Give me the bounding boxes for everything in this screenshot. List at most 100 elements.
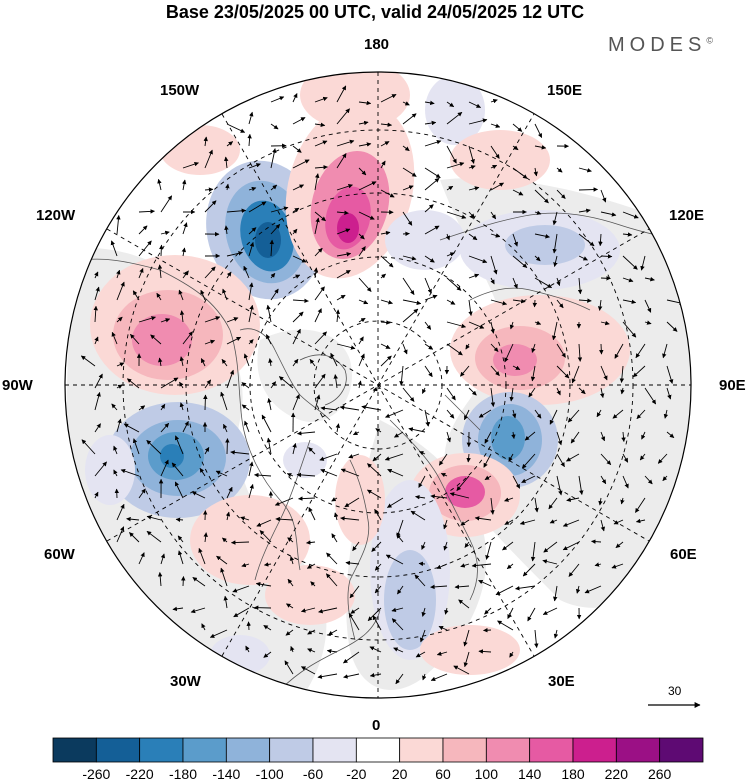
wind-vector <box>138 316 156 323</box>
lon-label-60w: 60W <box>44 546 75 563</box>
wind-vector <box>620 497 625 505</box>
wind-vector <box>358 211 375 220</box>
wind-vector <box>418 451 426 456</box>
wind-vector <box>533 167 538 177</box>
wind-vector <box>284 660 294 675</box>
wind-vector <box>644 387 657 405</box>
wind-vector <box>552 233 558 254</box>
colorbar-tick-label: -60 <box>302 766 324 782</box>
wind-vector <box>534 629 539 649</box>
wind-vector <box>204 447 210 455</box>
wind-vector <box>132 290 140 301</box>
wind-vector <box>446 252 455 257</box>
wind-vector <box>402 387 415 402</box>
wind-vector <box>241 382 250 389</box>
wind-vector <box>336 270 351 279</box>
wind-vector <box>446 431 451 443</box>
wind-vector <box>644 276 655 282</box>
wind-vector <box>490 299 508 306</box>
wind-vector <box>402 299 422 306</box>
wind-vector <box>372 453 382 462</box>
wind-vector <box>120 468 140 477</box>
wind-vector <box>191 491 206 499</box>
wind-vector <box>380 299 393 305</box>
wind-vector <box>270 123 279 130</box>
wind-vector <box>424 204 434 213</box>
wind-vector <box>367 463 382 477</box>
anomaly-positive-20w <box>265 565 355 625</box>
wind-vector <box>577 277 583 295</box>
wind-vector <box>438 453 448 466</box>
vector-scale-label: 30 <box>668 684 682 698</box>
wind-vector <box>460 365 470 377</box>
wind-vector <box>443 541 448 551</box>
colorbar <box>52 737 704 763</box>
wind-vector <box>204 149 213 169</box>
wind-vector <box>314 308 322 323</box>
wind-vector <box>490 497 495 515</box>
wind-vector <box>644 320 652 325</box>
wind-vector <box>336 85 347 103</box>
wind-vector <box>269 239 275 257</box>
wind-vector <box>241 562 250 568</box>
colorbar-swatch <box>615 737 661 763</box>
wind-vector <box>575 585 581 594</box>
wind-vector <box>600 431 606 442</box>
wind-vector <box>512 145 519 151</box>
wind-vector <box>571 365 580 384</box>
wind-vector <box>424 167 441 179</box>
wind-vector <box>270 206 289 213</box>
wind-vector <box>248 241 255 257</box>
wind-vector <box>408 427 426 433</box>
wind-vector <box>204 316 221 323</box>
wind-vector <box>532 299 538 308</box>
colorbar-tick-label: 260 <box>647 766 672 782</box>
wind-vector <box>314 211 326 222</box>
wind-vector <box>268 358 273 367</box>
wind-vector <box>468 145 475 164</box>
wind-vector <box>534 189 549 204</box>
colorbar-swatch <box>312 737 357 763</box>
wind-vector <box>226 123 246 133</box>
wind-vector <box>110 240 118 257</box>
wind-vector <box>622 255 638 270</box>
wind-vector <box>465 343 470 350</box>
wind-vector <box>160 459 169 477</box>
wind-vector <box>247 133 252 147</box>
wind-vector <box>175 517 184 522</box>
wind-vector <box>424 365 433 378</box>
wind-vector <box>181 247 187 257</box>
wind-vector <box>663 409 669 419</box>
wind-vector <box>174 481 184 499</box>
colorbar-swatch <box>182 737 227 763</box>
wind-vector <box>402 167 417 177</box>
colorbar-swatch <box>52 737 97 763</box>
wind-vector <box>468 101 482 108</box>
wind-vector <box>402 255 417 261</box>
wind-vector <box>410 510 426 521</box>
lon-label-150e: 150E <box>547 82 583 99</box>
wind-vector <box>436 563 448 569</box>
wind-vector <box>226 251 243 257</box>
wind-vector <box>471 563 492 568</box>
wind-vector <box>387 497 404 508</box>
wind-vector <box>225 183 230 191</box>
wind-vector <box>225 511 231 521</box>
wind-vector <box>600 276 611 281</box>
wind-vector <box>198 547 206 565</box>
wind-vector <box>307 629 316 635</box>
wind-vector <box>600 254 613 259</box>
wind-vector <box>333 512 339 521</box>
wind-vector <box>326 648 338 654</box>
wind-vector <box>350 607 360 614</box>
anomaly-positive-25e <box>420 625 520 675</box>
wind-vector <box>204 266 216 279</box>
wind-vector <box>454 584 470 590</box>
wind-vector <box>384 453 404 461</box>
wind-vector <box>502 541 514 551</box>
wind-vector <box>123 423 140 433</box>
wind-vector <box>314 96 328 103</box>
wind-vector <box>80 355 96 367</box>
wind-vector <box>521 453 536 469</box>
wind-vector <box>138 552 145 565</box>
